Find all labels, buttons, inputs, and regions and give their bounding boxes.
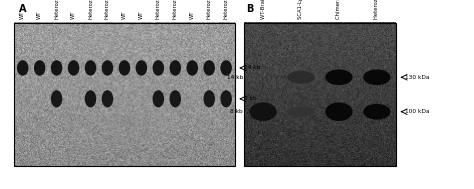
Text: B: B [246, 4, 254, 14]
Ellipse shape [17, 60, 28, 76]
Ellipse shape [325, 102, 353, 121]
Ellipse shape [363, 104, 391, 120]
Text: 100 kDa: 100 kDa [405, 109, 430, 114]
Ellipse shape [136, 60, 147, 76]
Text: Heterozygote: Heterozygote [207, 0, 212, 19]
Ellipse shape [249, 102, 277, 121]
Text: SCA1-Lymphoblasts (82Q/30Q): SCA1-Lymphoblasts (82Q/30Q) [299, 0, 303, 19]
Ellipse shape [34, 60, 46, 76]
Ellipse shape [102, 90, 113, 107]
Text: Heterozygote: Heterozygote [88, 0, 93, 19]
Ellipse shape [68, 60, 79, 76]
Text: Heterozygote: Heterozygote [105, 0, 110, 19]
Bar [14, 23, 235, 166]
Text: 130 kDa: 130 kDa [405, 75, 430, 80]
Ellipse shape [203, 90, 215, 107]
Ellipse shape [220, 90, 232, 107]
Text: WT: WT [71, 10, 76, 19]
Ellipse shape [325, 69, 353, 85]
Bar [244, 23, 396, 166]
Text: WT-Brain (3Q/3Q): WT-Brain (3Q/3Q) [261, 0, 265, 19]
Ellipse shape [287, 107, 315, 117]
Ellipse shape [85, 90, 96, 107]
Text: Heterozygote: Heterozygote [224, 0, 228, 19]
Text: WT: WT [190, 10, 195, 19]
Text: Heterozygote: Heterozygote [173, 0, 178, 19]
Ellipse shape [118, 60, 130, 76]
Ellipse shape [170, 60, 181, 76]
Text: WT: WT [139, 10, 144, 19]
Ellipse shape [203, 60, 215, 76]
Text: 8 kb: 8 kb [244, 96, 257, 101]
Text: Heterozygote: Heterozygote [54, 0, 59, 19]
Ellipse shape [51, 60, 63, 76]
Text: 14 kb: 14 kb [227, 75, 243, 80]
Text: WT: WT [20, 10, 25, 19]
Text: 8 kb: 8 kb [230, 109, 243, 114]
Ellipse shape [85, 60, 96, 76]
Text: Chimera-Brain (78Q/3Q): Chimera-Brain (78Q/3Q) [337, 0, 341, 19]
Text: WT: WT [122, 10, 127, 19]
Ellipse shape [102, 60, 113, 76]
Text: Heterozygote-Brain (78Q/3Q): Heterozygote-Brain (78Q/3Q) [374, 0, 379, 19]
Ellipse shape [186, 60, 198, 76]
Ellipse shape [287, 71, 315, 84]
Ellipse shape [220, 60, 232, 76]
Text: A: A [19, 4, 27, 14]
Ellipse shape [153, 90, 164, 107]
Ellipse shape [170, 90, 181, 107]
Ellipse shape [153, 60, 164, 76]
Text: 14 kb: 14 kb [244, 65, 261, 70]
Text: Heterozygote: Heterozygote [156, 0, 161, 19]
Ellipse shape [51, 90, 63, 107]
Text: WT: WT [37, 10, 42, 19]
Ellipse shape [363, 69, 391, 85]
